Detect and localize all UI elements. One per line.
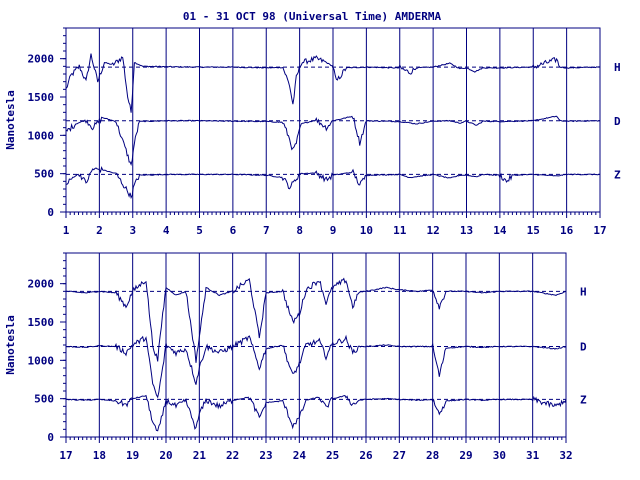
- series-z-line: [66, 165, 601, 200]
- series-d-line: [65, 334, 567, 399]
- x-tick-label: 16: [560, 224, 574, 237]
- y-tick-label: 2000: [28, 53, 55, 66]
- y-tick-label: 0: [47, 206, 54, 219]
- y-axis-label: Nanotesla: [4, 90, 17, 150]
- x-tick-label: 7: [263, 224, 270, 237]
- panel-oct-1-17: 1 2 3 4 5 6 7 8 9 10 11 12 13 14 15 16 17050010001500200…: [4, 27, 621, 237]
- series-h-line: [65, 53, 601, 113]
- y-tick-label: 0: [47, 431, 54, 444]
- x-tick-label: 11: [393, 224, 407, 237]
- x-tick-label: 2: [96, 224, 103, 237]
- x-tick-label: 17: [59, 449, 72, 462]
- x-tick-label: 3: [129, 224, 136, 237]
- y-tick-label: 2000: [28, 278, 55, 291]
- x-tick-label: 8: [296, 224, 303, 237]
- x-tick-label: 12: [427, 224, 440, 237]
- x-tick-label: 10: [360, 224, 373, 237]
- x-tick-label: 24: [293, 449, 307, 462]
- x-tick-label: 4: [163, 224, 170, 237]
- x-tick-label: 13: [460, 224, 473, 237]
- y-tick-label: 500: [34, 168, 54, 181]
- x-tick-label: 23: [259, 449, 272, 462]
- series-h-line: [65, 277, 567, 363]
- x-tick-label: 30: [493, 449, 506, 462]
- y-tick-label: 500: [34, 393, 54, 406]
- x-tick-label: 26: [359, 449, 373, 462]
- x-tick-label: 5: [196, 224, 203, 237]
- panel-oct-17-32: 17 18 19 20 21 22 23 24 25 26 27 28 29 30 31 32 0 500 1000…: [4, 252, 587, 462]
- x-tick-label: 32: [559, 449, 572, 462]
- x-tick-label: 28: [426, 449, 439, 462]
- y-tick-label: 1500: [28, 316, 55, 329]
- y-tick-label: 1500: [28, 91, 55, 104]
- x-tick-label: 9: [330, 224, 337, 237]
- x-tick-label: 22: [226, 449, 239, 462]
- series-d-line: [65, 115, 601, 166]
- y-tick-label: 1000: [28, 354, 55, 367]
- plot-frame: [65, 252, 567, 438]
- x-tick-label: 31: [526, 449, 540, 462]
- x-tick-label: 29: [459, 449, 472, 462]
- series-label-h: H: [580, 285, 587, 298]
- x-tick-label: 17: [593, 224, 606, 237]
- y-axis-label: Nanotesla: [4, 315, 17, 375]
- chart-title: 01 - 31 OCT 98 (Universal Time) AMDERMA: [183, 10, 442, 23]
- x-tick-label: 25: [326, 449, 339, 462]
- x-tick-label: 6: [230, 224, 237, 237]
- x-tick-label: 15: [527, 224, 540, 237]
- series-label-z: Z: [580, 393, 587, 406]
- x-tick-label: 14: [493, 224, 507, 237]
- y-tick-label: 1000: [28, 129, 55, 142]
- series-z-line: [66, 394, 567, 432]
- x-tick-label: 20: [159, 449, 172, 462]
- x-tick-label: 27: [393, 449, 406, 462]
- series-label-z: Z: [614, 168, 621, 181]
- x-tick-label: 18: [93, 449, 106, 462]
- x-tick-label: 1: [63, 224, 70, 237]
- series-label-h: H: [614, 61, 621, 74]
- x-tick-label: 21: [193, 449, 207, 462]
- x-tick-label: 19: [126, 449, 139, 462]
- series-label-d: D: [580, 341, 587, 354]
- series-label-d: D: [614, 115, 621, 128]
